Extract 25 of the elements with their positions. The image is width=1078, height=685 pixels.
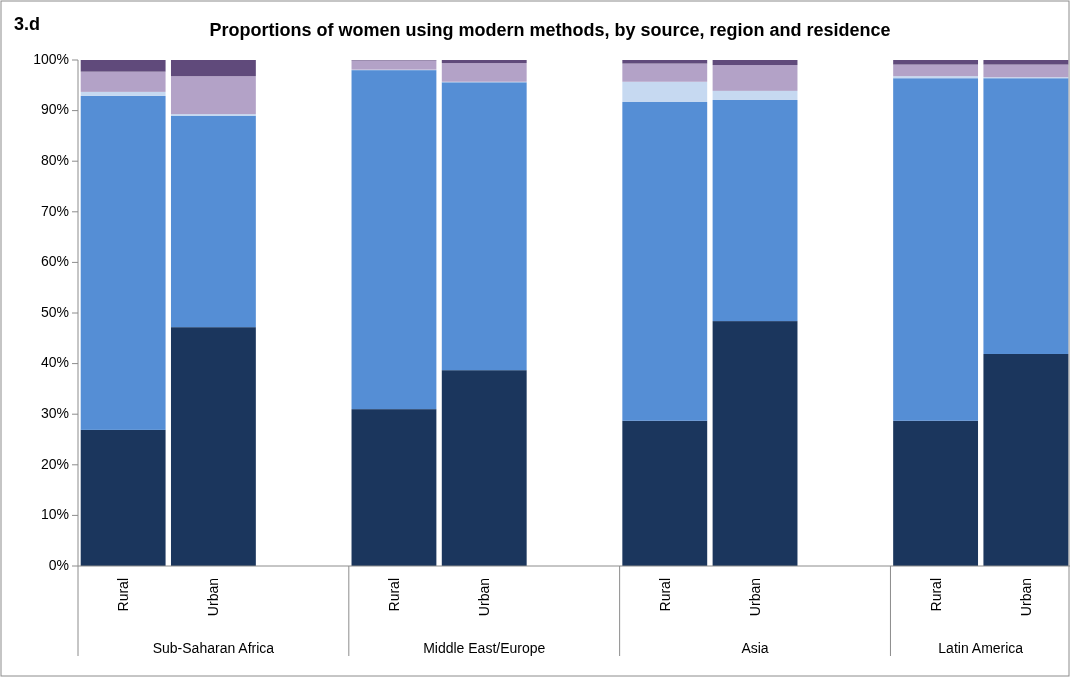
x-tick-label: Urban (1017, 578, 1034, 617)
y-tick-label: 20% (40, 455, 69, 472)
text: Latin America (938, 640, 1024, 656)
text: 3.d (14, 14, 41, 34)
y-tick-label: 40% (40, 354, 69, 371)
y-tick-label: 100% (33, 50, 69, 67)
x-tick-label: Urban (747, 578, 764, 617)
y-tick-label: 60% (40, 253, 69, 270)
text: Sub-Saharan Africa (152, 640, 275, 656)
y-tick-label: 0% (48, 556, 69, 573)
y-tick-label: 70% (40, 202, 69, 219)
text: Asia (741, 640, 769, 656)
x-tick-label: Rural (385, 578, 402, 612)
y-tick-label: 50% (40, 303, 69, 320)
x-tick-label: Rural (927, 578, 944, 612)
y-tick-label: 90% (40, 101, 69, 118)
text: Middle East/Europe (423, 640, 546, 656)
y-tick-label: 30% (40, 404, 69, 421)
x-tick-label: Urban (205, 578, 222, 617)
chart-title: Proportions of women using modern methods, by source, region and residence (209, 20, 891, 40)
x-tick-label: Urban (476, 578, 493, 617)
y-tick-label: 10% (40, 506, 69, 523)
x-tick-label: Rural (656, 578, 673, 612)
y-tick-label: 80% (40, 151, 69, 168)
x-tick-label: Rural (115, 578, 132, 612)
